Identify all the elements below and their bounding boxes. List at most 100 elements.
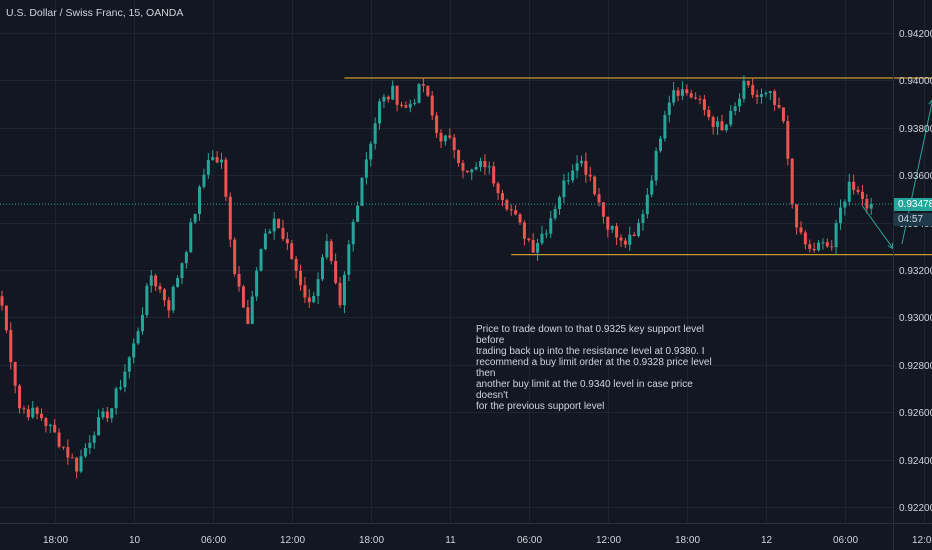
candle-down [795, 204, 799, 228]
candle-up [320, 257, 324, 280]
candle-up [132, 343, 136, 358]
candle-up [97, 417, 101, 436]
candle-down [597, 194, 601, 203]
candle-down [790, 158, 794, 205]
candle-up [838, 207, 842, 224]
candle-up [566, 180, 570, 182]
candle-down [803, 232, 807, 245]
candle-down [228, 196, 232, 240]
candle-down [70, 457, 74, 459]
candle-down [522, 222, 526, 239]
candle-up [729, 110, 733, 125]
candle-up [654, 150, 658, 181]
candle-down [860, 191, 864, 200]
candle-down [786, 121, 790, 159]
candle-up [553, 209, 557, 219]
candle-up [189, 222, 193, 253]
candle-up [171, 286, 175, 311]
candle-down [505, 200, 509, 210]
candle-down [685, 89, 689, 94]
candle-up [817, 242, 821, 251]
candle-down [154, 275, 158, 287]
time-axis[interactable]: 18:00 10 06:00 12:00 18:00 11 06:00 12:00 18:00 1… [43, 535, 932, 546]
candle-down [461, 163, 465, 171]
price-tick-label: 0.93200 [899, 266, 932, 277]
candle-down [75, 457, 79, 472]
price-tick-label: 0.92600 [899, 408, 932, 419]
candle-down [676, 90, 680, 96]
candle-up [255, 270, 259, 297]
candle-down [746, 80, 750, 86]
candle-up [641, 214, 645, 223]
time-tick-label: 12:00 [280, 535, 305, 546]
candle-up [48, 424, 52, 426]
candles [0, 75, 873, 479]
candle-up [211, 157, 215, 160]
candle-up [83, 447, 87, 457]
candle-up [347, 244, 351, 275]
candle-up [474, 166, 478, 170]
candle-down [711, 117, 715, 127]
price-tick-label: 0.92800 [899, 361, 932, 372]
candle-down [593, 176, 597, 195]
candle-up [540, 233, 544, 244]
candle-up [821, 242, 825, 244]
candle-down [615, 226, 619, 238]
candle-down [830, 246, 834, 248]
time-tick-label: 12 [761, 535, 773, 546]
candle-down [285, 238, 289, 244]
candle-down [13, 361, 17, 386]
candle-down [773, 91, 777, 106]
candle-up [558, 197, 562, 210]
candle-down [702, 99, 706, 111]
candle-down [781, 107, 785, 122]
candle-up [479, 161, 483, 167]
candle-up [268, 231, 272, 234]
price-tick-label: 0.93000 [899, 313, 932, 324]
candle-down [303, 285, 307, 298]
candle-down [698, 98, 702, 100]
analysis-note-line: Price to trade down to that 0.9325 key s… [476, 324, 704, 346]
candle-up [764, 92, 768, 95]
candle-up [759, 94, 763, 98]
candle-down [404, 105, 408, 108]
candle-down [527, 238, 531, 241]
candle-down [755, 95, 759, 98]
candle-down [9, 330, 13, 362]
candle-up [127, 357, 131, 372]
candle-down [66, 447, 70, 458]
price-tick-label: 0.94200 [899, 29, 932, 40]
candle-up [847, 181, 851, 202]
price-tick-label: 0.92400 [899, 456, 932, 467]
candle-down [246, 307, 250, 324]
candle-up [663, 114, 667, 139]
candle-down [465, 170, 469, 173]
candle-down [426, 85, 430, 96]
candle-down [435, 115, 439, 133]
candle-up [768, 91, 772, 93]
candle-up [382, 96, 386, 102]
candle-down [399, 104, 403, 106]
candle-down [852, 181, 856, 190]
analysis-note-line: another buy limit at the 0.9340 level in… [476, 379, 693, 401]
candle-down [632, 234, 636, 237]
candle-up [351, 221, 355, 245]
candle-up [738, 98, 742, 107]
candle-down [492, 166, 496, 184]
candle-up [562, 180, 566, 198]
candle-up [680, 89, 684, 96]
candle-down [439, 132, 443, 142]
candle-down [237, 273, 241, 287]
price-axis[interactable]: 0.942000.940000.938000.936000.934000.932… [899, 29, 932, 514]
candle-down [496, 183, 500, 194]
time-tick-label: 18:00 [43, 535, 68, 546]
candle-down [299, 270, 303, 286]
candle-down [26, 409, 30, 418]
candle-up [356, 205, 360, 222]
candle-down [224, 159, 228, 197]
candle-up [140, 314, 144, 332]
candle-up [342, 274, 346, 306]
candle-down [623, 240, 627, 245]
candle-down [40, 413, 44, 419]
